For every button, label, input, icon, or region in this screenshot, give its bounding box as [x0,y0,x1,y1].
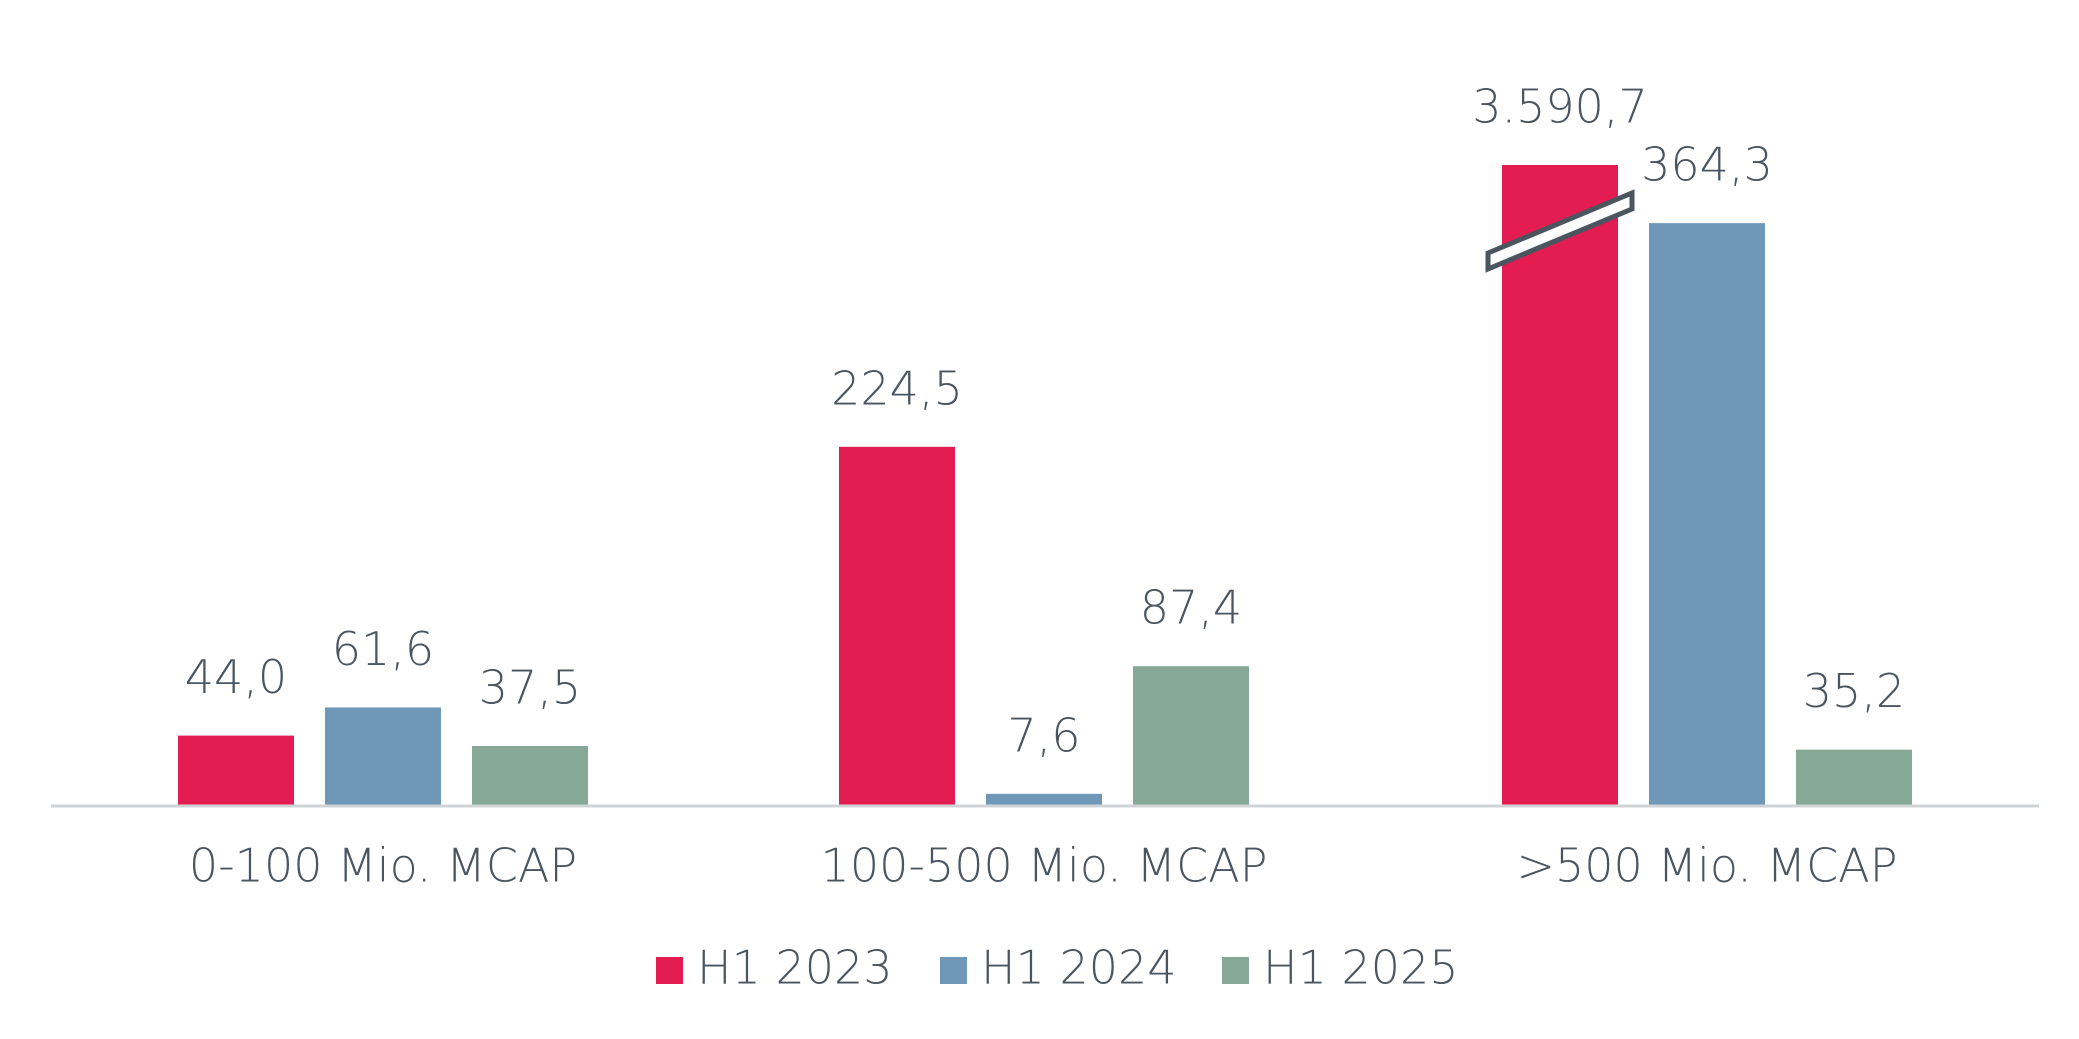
data-label: 37,5 [479,661,581,715]
x-tick-label: 0-100 Mio. MCAP [189,839,577,893]
x-tick-label: 100-500 Mio. MCAP [821,839,1268,893]
data-label: 87,4 [1140,581,1242,635]
data-label: 3.590,7 [1472,80,1648,134]
legend-label: H1 2023 [697,941,893,995]
data-label: 35,2 [1803,664,1905,718]
data-label: 7,6 [1007,708,1080,762]
bars [178,165,1912,806]
legend-label: H1 2024 [981,941,1177,995]
bar [839,446,955,806]
data-label: 61,6 [332,622,434,676]
legend-swatch [940,957,967,984]
bar [1133,666,1249,806]
data-label: 364,3 [1641,138,1773,192]
bar [325,707,441,806]
bar [1649,223,1765,806]
x-tick-label: >500 Mio. MCAP [1516,839,1897,893]
bar [1796,749,1912,806]
legend-swatch [656,957,683,984]
legend-label: H1 2025 [1263,941,1459,995]
data-label: 224,5 [831,361,963,415]
bar [1502,165,1618,806]
bar [986,793,1102,806]
data-label: 44,0 [185,650,287,704]
bar [472,746,588,806]
legend-swatch [1222,957,1249,984]
bar [178,735,294,806]
axis-break [1485,189,1635,273]
